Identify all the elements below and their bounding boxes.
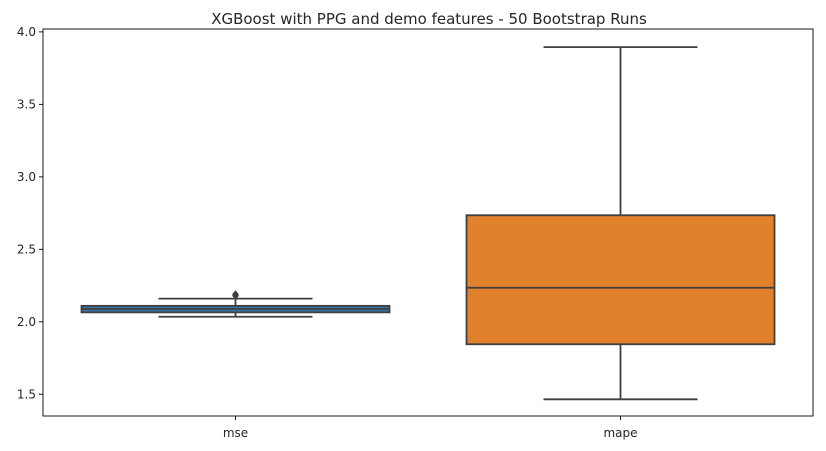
axes-frame [42, 28, 814, 417]
mse-outlier-1 [232, 290, 239, 299]
mape-box [465, 214, 776, 346]
plot-area [80, 46, 776, 401]
y-tick-label-2: 2.5 [17, 242, 36, 256]
y-tick-label-5: 4.0 [17, 25, 36, 39]
y-tick-label-3: 3.0 [17, 170, 36, 184]
y-tick-label-1: 2.0 [17, 315, 36, 329]
chart-title: XGBoost with PPG and demo features - 50 … [211, 10, 647, 28]
x-tick-label-mape: mape [603, 426, 637, 440]
y-tick-label-0: 1.5 [17, 387, 36, 401]
x-tick-label-mse: mse [223, 426, 248, 440]
axes: 1.5 2.0 2.5 3.0 3.5 4.0 mse mape [17, 25, 814, 440]
y-tick-label-4: 3.5 [17, 97, 36, 111]
